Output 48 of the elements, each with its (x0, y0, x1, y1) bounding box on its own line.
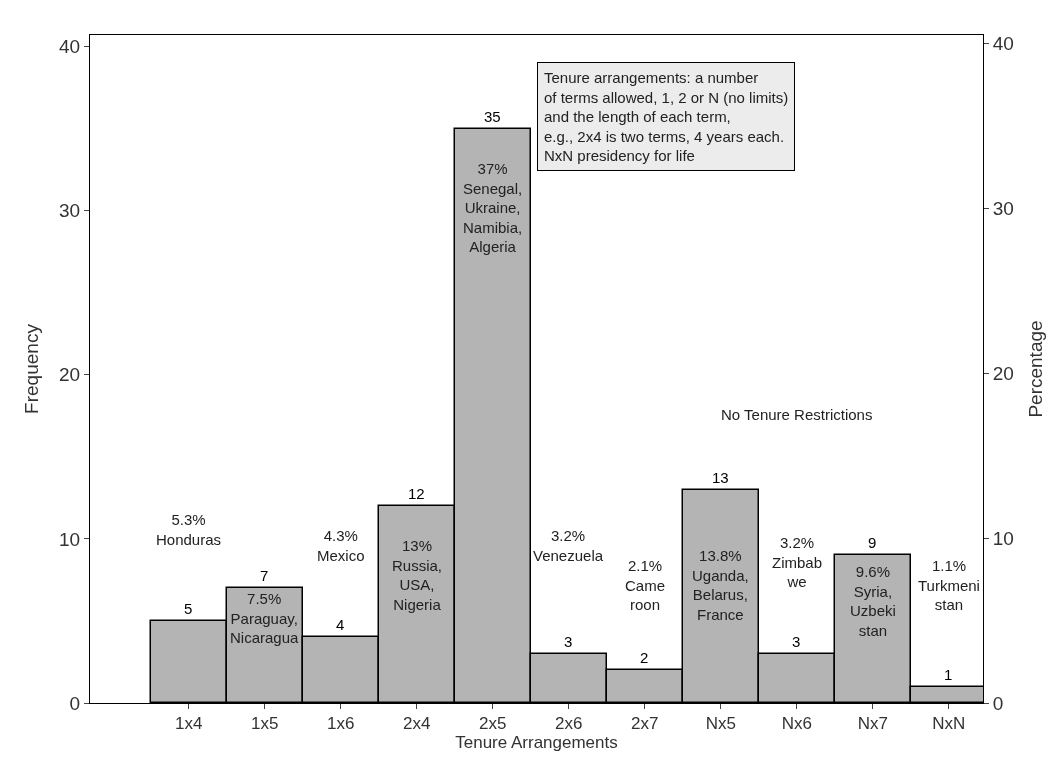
data-label: 12 (407, 485, 425, 503)
x-tick-label: 2x4 (403, 714, 431, 734)
y-tick-label: 0 (69, 692, 81, 714)
y2-tick-label: 0 (992, 692, 1004, 714)
x-tick-label: 1x5 (251, 714, 279, 734)
annotation: 13.8% Uganda, Belarus, France (692, 547, 749, 623)
y-tick-label: 30 (59, 200, 81, 222)
annotation: 37% Senegal, Ukraine, Namibia, Algeria (463, 160, 523, 255)
x-tick-label: 1x4 (175, 714, 203, 734)
annotation: 9.6% Syria, Uzbeki stan (850, 563, 896, 639)
x-tick-label: Nx6 (781, 714, 812, 734)
x-tick-label: Nx7 (857, 714, 888, 734)
annotation: Tenure arrangements: a number of terms allowed, 1, 2 or N (no limits) and the length of each term, e.g., 2x4 is two terms, 4 years each. NxN presidency for life (544, 69, 789, 164)
annotation: 3.2% Zimbab we (772, 534, 823, 590)
y2-tick-label: 30 (992, 197, 1014, 219)
data-label: 13 (711, 469, 729, 487)
data-label: 1 (944, 666, 953, 684)
y2-tick-label: 20 (992, 362, 1014, 384)
y2-tick-label: 10 (992, 527, 1014, 549)
data-label: 35 (483, 108, 501, 126)
x-tick-label: 2x5 (479, 714, 507, 734)
annotation: 4.3% Mexico (317, 527, 365, 564)
annotation: 5.3% Honduras (156, 511, 222, 548)
annotation: 7.5% Paraguay, Nicaragua (230, 590, 300, 646)
x-tick-label: NxN (932, 714, 966, 734)
x-tick-label: Nx5 (705, 714, 736, 734)
annotation: No Tenure Restrictions (721, 406, 873, 423)
annotation: 2.1% Came roon (625, 557, 666, 613)
data-label: 5 (184, 600, 193, 618)
data-label: 2 (640, 649, 649, 667)
annotation: 3.2% Venezuela (533, 527, 604, 564)
data-label: 9 (868, 534, 877, 552)
x-tick-label: 1x6 (327, 714, 355, 734)
y2-tick-label: 40 (992, 32, 1014, 54)
x-tick-label: 2x7 (631, 714, 659, 734)
x-tick-label: 2x6 (555, 714, 583, 734)
y-tick-label: 10 (59, 528, 81, 550)
y-tick-label: 40 (59, 36, 81, 58)
y-axis-title: Frequency (20, 323, 42, 414)
y-tick-label: 20 (59, 364, 81, 386)
annotation: 1.1% Turkmeni stan (918, 557, 980, 613)
data-label: 7 (260, 567, 269, 585)
annotation: 13% Russia, USA, Nigeria (392, 537, 443, 613)
data-label: 4 (336, 616, 345, 634)
x-axis-title: Tenure Arrangements (455, 733, 618, 753)
data-label: 3 (792, 633, 801, 651)
y2-axis-title: Percentage (1024, 320, 1046, 418)
data-label: 3 (564, 633, 573, 651)
